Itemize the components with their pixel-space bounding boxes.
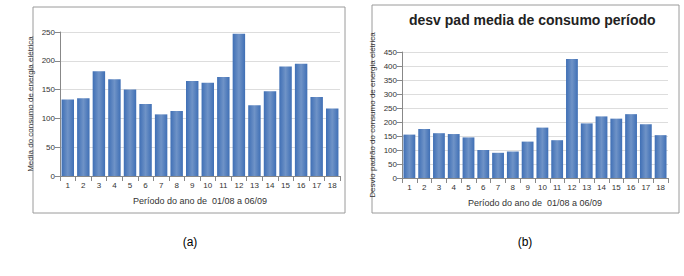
- svg-text:11: 11: [553, 183, 562, 192]
- svg-text:350: 350: [384, 76, 398, 85]
- svg-text:10: 10: [538, 183, 547, 192]
- svg-text:13: 13: [582, 183, 591, 192]
- svg-text:desv pad media de consumo perí: desv pad media de consumo período: [409, 12, 656, 28]
- svg-text:16: 16: [297, 181, 306, 190]
- svg-text:18: 18: [656, 183, 665, 192]
- svg-text:4: 4: [112, 181, 117, 190]
- svg-text:6: 6: [481, 183, 486, 192]
- svg-text:200: 200: [42, 56, 56, 65]
- svg-text:(b): (b): [518, 235, 533, 249]
- svg-text:13: 13: [250, 181, 259, 190]
- svg-text:3: 3: [437, 183, 442, 192]
- svg-text:8: 8: [174, 181, 179, 190]
- svg-text:100: 100: [384, 146, 398, 155]
- svg-text:12: 12: [567, 183, 576, 192]
- svg-text:100: 100: [42, 114, 56, 123]
- svg-text:11: 11: [219, 181, 228, 190]
- svg-text:0: 0: [51, 172, 56, 181]
- svg-text:10: 10: [203, 181, 212, 190]
- svg-text:5: 5: [466, 183, 471, 192]
- svg-text:2: 2: [81, 181, 86, 190]
- svg-text:12: 12: [234, 181, 243, 190]
- svg-text:150: 150: [42, 85, 56, 94]
- svg-text:15: 15: [281, 181, 290, 190]
- svg-text:(a): (a): [183, 235, 198, 249]
- svg-text:50: 50: [46, 143, 55, 152]
- svg-text:400: 400: [384, 62, 398, 71]
- svg-text:Desvio padrão do consumo de en: Desvio padrão do consumo de energia elét…: [368, 32, 377, 198]
- svg-text:250: 250: [42, 28, 56, 37]
- svg-text:Período do ano de 01/08 a 06/: Período do ano de 01/08 a 06/09: [133, 196, 267, 206]
- svg-text:17: 17: [641, 183, 650, 192]
- svg-text:8: 8: [511, 183, 516, 192]
- svg-text:1: 1: [66, 181, 71, 190]
- svg-text:6: 6: [143, 181, 148, 190]
- svg-text:9: 9: [525, 183, 530, 192]
- svg-text:18: 18: [328, 181, 337, 190]
- svg-text:3: 3: [97, 181, 102, 190]
- svg-text:2: 2: [422, 183, 427, 192]
- svg-text:50: 50: [388, 160, 397, 169]
- svg-text:14: 14: [597, 183, 606, 192]
- svg-text:15: 15: [612, 183, 621, 192]
- svg-text:16: 16: [627, 183, 636, 192]
- svg-text:0: 0: [393, 174, 398, 183]
- svg-text:4: 4: [451, 183, 456, 192]
- svg-text:9: 9: [190, 181, 195, 190]
- svg-text:450: 450: [384, 48, 398, 57]
- svg-text:7: 7: [159, 181, 164, 190]
- svg-text:300: 300: [384, 90, 398, 99]
- svg-text:17: 17: [312, 181, 321, 190]
- svg-text:Media do consumo de energia el: Media do consumo de energia elétrica: [26, 36, 35, 172]
- svg-text:200: 200: [384, 118, 398, 127]
- svg-text:150: 150: [384, 132, 398, 141]
- svg-text:5: 5: [128, 181, 133, 190]
- svg-text:250: 250: [384, 104, 398, 113]
- svg-text:7: 7: [496, 183, 501, 192]
- svg-text:1: 1: [407, 183, 412, 192]
- svg-text:Período do ano de 01/08 a 06/: Período do ano de 01/08 a 06/09: [468, 198, 602, 208]
- svg-text:14: 14: [266, 181, 275, 190]
